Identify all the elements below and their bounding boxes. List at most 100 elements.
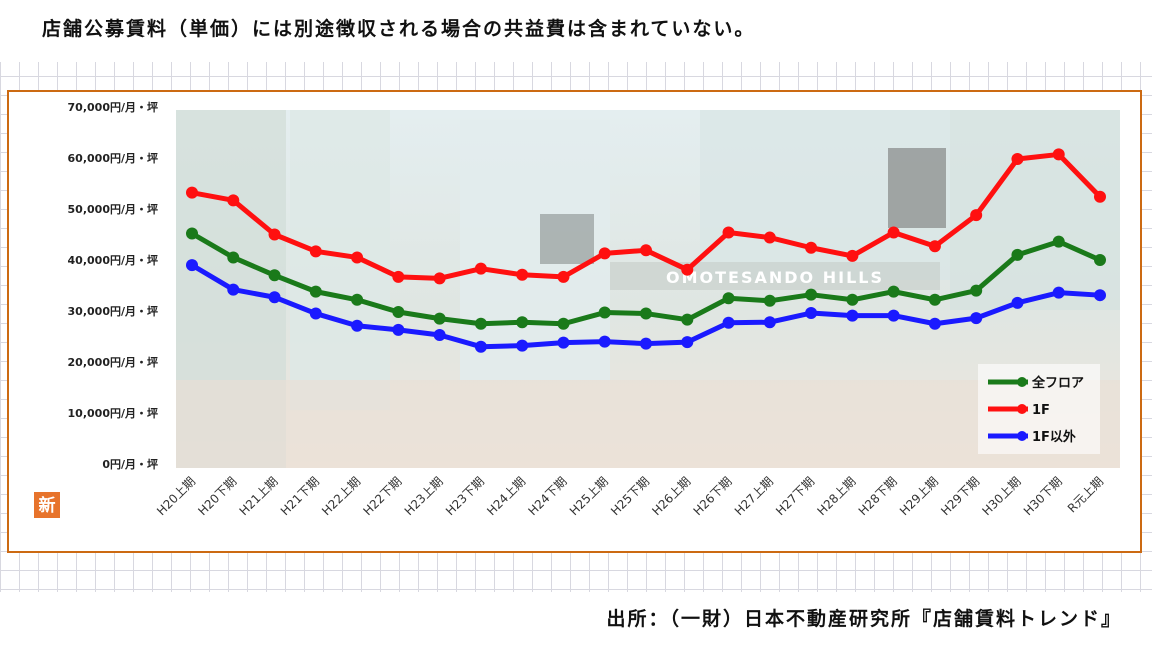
x-tick-label-5: H22下期 bbox=[360, 474, 404, 518]
x-tick-label-12: H26上期 bbox=[649, 474, 693, 518]
series-point-0-21 bbox=[1052, 235, 1065, 248]
x-tick-label-16: H28上期 bbox=[814, 474, 858, 518]
series-point-2-5 bbox=[392, 323, 405, 336]
background-photo: OMOTESANDO HILLS bbox=[176, 110, 1120, 468]
x-tick-label-7: H23下期 bbox=[443, 474, 487, 518]
series-point-0-9 bbox=[557, 317, 570, 330]
series-point-0-22 bbox=[1094, 254, 1106, 266]
series-point-0-2 bbox=[268, 269, 281, 282]
series-point-1-15 bbox=[805, 241, 818, 254]
series-point-1-6 bbox=[433, 272, 446, 285]
series-point-1-18 bbox=[928, 240, 941, 253]
series-point-0-5 bbox=[392, 306, 405, 319]
x-tick-label-19: H29下期 bbox=[938, 474, 982, 518]
series-point-1-17 bbox=[887, 226, 900, 239]
legend-label-0: 全フロア bbox=[1031, 375, 1084, 391]
series-point-0-16 bbox=[846, 293, 859, 306]
series-point-2-11 bbox=[640, 337, 652, 350]
series-point-2-1 bbox=[227, 283, 240, 296]
series-point-1-3 bbox=[309, 245, 322, 258]
series-point-1-20 bbox=[1011, 153, 1024, 166]
y-tick-label-1: 10,000円/月・坪 bbox=[68, 407, 158, 420]
legend-label-1: 1F bbox=[1032, 403, 1050, 418]
y-tick-label-6: 60,000円/月・坪 bbox=[68, 152, 158, 165]
series-point-2-16 bbox=[846, 309, 859, 322]
series-point-2-14 bbox=[763, 316, 776, 329]
x-tick-label-1: H20下期 bbox=[195, 474, 239, 518]
legend-label-2: 1F以外 bbox=[1032, 429, 1076, 445]
series-point-1-14 bbox=[763, 231, 776, 244]
series-point-0-11 bbox=[640, 307, 652, 320]
y-tick-label-3: 30,000円/月・坪 bbox=[68, 305, 158, 318]
series-point-1-21 bbox=[1052, 148, 1065, 161]
y-tick-label-0: 0円/月・坪 bbox=[102, 458, 158, 471]
series-point-1-19 bbox=[970, 209, 983, 222]
x-tick-label-13: H26下期 bbox=[691, 474, 735, 518]
series-point-0-18 bbox=[928, 293, 941, 306]
series-point-0-7 bbox=[474, 317, 487, 330]
series-point-2-3 bbox=[309, 307, 322, 320]
x-tick-label-18: H29上期 bbox=[897, 474, 941, 518]
x-tick-label-11: H25下期 bbox=[608, 474, 652, 518]
series-point-0-3 bbox=[309, 285, 322, 298]
legend-marker-0 bbox=[1017, 377, 1027, 387]
series-point-0-12 bbox=[681, 313, 694, 326]
x-tick-label-14: H27上期 bbox=[732, 474, 776, 518]
x-tick-label-6: H23上期 bbox=[402, 474, 446, 518]
x-tick-label-2: H21上期 bbox=[237, 474, 281, 518]
series-point-1-10 bbox=[598, 247, 611, 260]
legend-marker-1 bbox=[1017, 404, 1027, 414]
series-point-1-12 bbox=[681, 263, 694, 276]
new-badge-box bbox=[34, 492, 60, 518]
x-tick-label-3: H21下期 bbox=[278, 474, 322, 518]
series-point-2-21 bbox=[1052, 286, 1065, 299]
series-point-2-15 bbox=[805, 307, 818, 320]
series-point-1-22 bbox=[1094, 190, 1106, 203]
series-points bbox=[186, 148, 1106, 353]
series-point-2-7 bbox=[474, 340, 487, 353]
new-badge-label: 新 bbox=[39, 495, 56, 516]
series-point-2-19 bbox=[970, 312, 983, 325]
series-point-2-10 bbox=[598, 335, 611, 348]
y-tick-label-4: 40,000円/月・坪 bbox=[68, 254, 158, 267]
series-point-1-5 bbox=[392, 270, 405, 283]
x-tick-label-22: R元上期 bbox=[1065, 474, 1106, 515]
series-point-2-4 bbox=[351, 319, 364, 332]
x-tick-label-0: H20上期 bbox=[154, 474, 198, 518]
chart-note: 店舗公募賃料（単価）には別途徴収される場合の共益費は含まれていない。 bbox=[42, 18, 756, 40]
series-point-0-10 bbox=[598, 306, 611, 319]
series-point-1-16 bbox=[846, 249, 859, 262]
x-axis: H20上期H20下期H21上期H21下期H22上期H22下期H23上期H23下期… bbox=[154, 474, 1106, 518]
series-point-0-1 bbox=[227, 251, 240, 264]
x-tick-label-4: H22上期 bbox=[319, 474, 363, 518]
x-tick-label-15: H27下期 bbox=[773, 474, 817, 518]
series-point-1-9 bbox=[557, 270, 570, 283]
y-tick-label-5: 50,000円/月・坪 bbox=[68, 203, 158, 216]
series-point-2-13 bbox=[722, 316, 735, 329]
series-point-2-18 bbox=[928, 317, 941, 330]
series-point-1-8 bbox=[516, 268, 529, 281]
series-point-0-14 bbox=[763, 294, 776, 307]
series-point-0-13 bbox=[722, 292, 735, 305]
legend-marker-2 bbox=[1017, 431, 1027, 441]
x-tick-label-17: H28下期 bbox=[856, 474, 900, 518]
series-point-0-20 bbox=[1011, 248, 1024, 261]
header-band bbox=[0, 0, 1152, 62]
y-tick-label-7: 70,000円/月・坪 bbox=[68, 101, 158, 114]
series-point-2-20 bbox=[1011, 296, 1024, 309]
series-point-1-13 bbox=[722, 226, 735, 239]
source-credit: 出所：（一財）日本不動産研究所『店舗賃料トレンド』 bbox=[606, 608, 1122, 630]
footer-band bbox=[0, 592, 1152, 648]
series-point-0-4 bbox=[351, 293, 364, 306]
series-point-1-7 bbox=[474, 262, 487, 275]
series-point-2-8 bbox=[516, 339, 529, 352]
x-tick-label-20: H30上期 bbox=[980, 474, 1024, 518]
legend: 全フロア 1F 1F以外 bbox=[978, 364, 1100, 454]
series-point-0-19 bbox=[970, 284, 983, 297]
series-point-0-0 bbox=[186, 227, 198, 240]
series-point-0-8 bbox=[516, 316, 529, 329]
new-badge: 新 bbox=[34, 492, 60, 518]
series-point-0-6 bbox=[433, 312, 446, 325]
series-point-2-2 bbox=[268, 291, 281, 304]
